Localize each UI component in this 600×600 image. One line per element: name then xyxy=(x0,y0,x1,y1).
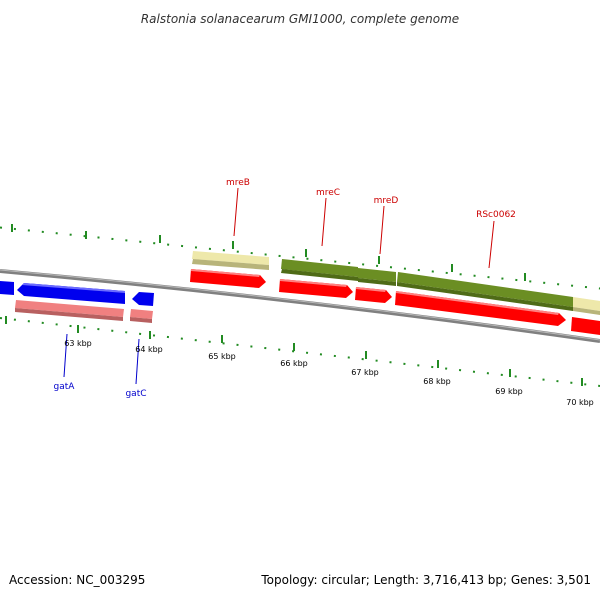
scale-label-63kbp: 63 kbp xyxy=(64,339,92,348)
cds-RSc0062-arrow[interactable] xyxy=(395,291,566,326)
reverse-feature-track xyxy=(15,300,153,323)
forward-feature-track xyxy=(192,251,600,315)
cds-gatA-arrow[interactable] xyxy=(17,283,125,304)
gene-label-mreB[interactable]: mreB xyxy=(226,178,250,188)
scale-label-68kbp: 68 kbp xyxy=(423,377,451,386)
cds-left-arrow[interactable] xyxy=(0,281,14,295)
topology-text: Topology: circular; Length: 3,716,413 bp… xyxy=(261,573,591,587)
scale-label-65kbp: 65 kbp xyxy=(208,352,236,361)
scale-label-67kbp: 67 kbp xyxy=(351,368,379,377)
forward-cds-track xyxy=(190,269,600,335)
gene-label-gatC[interactable]: gatC xyxy=(125,389,146,399)
cds-gatC-arrow[interactable] xyxy=(132,292,154,306)
cds-next-arrow[interactable] xyxy=(571,317,600,335)
accession-text: Accession: NC_003295 xyxy=(9,573,146,587)
feature-mreB-region[interactable] xyxy=(192,251,269,265)
gene-label-gatA[interactable]: gatA xyxy=(54,382,76,392)
feature-next-region[interactable] xyxy=(573,297,600,311)
scale-label-66kbp: 66 kbp xyxy=(280,359,308,368)
scale-labels: 63 kbp 64 kbp 65 kbp 66 kbp 67 kbp 68 kb… xyxy=(64,339,594,407)
gene-labels: mreB mreC mreD RSc0062 gatA gatC xyxy=(54,178,516,399)
scale-label-64kbp: 64 kbp xyxy=(135,345,163,354)
lower-scale-ticks xyxy=(0,316,600,387)
gene-label-RSc0062[interactable]: RSc0062 xyxy=(476,210,516,220)
feature-gatC-region[interactable] xyxy=(130,309,153,319)
feature-mreC-region[interactable] xyxy=(281,259,358,277)
map-title: Ralstonia solanacearum GMI1000, complete… xyxy=(141,12,459,26)
upper-scale-ticks xyxy=(0,224,600,290)
cds-mreC-arrow[interactable] xyxy=(279,279,353,298)
gene-label-leaders xyxy=(63,187,495,385)
reverse-cds-track xyxy=(0,281,154,306)
feature-RSc0062-region[interactable] xyxy=(397,272,573,307)
cds-mreB-arrow[interactable] xyxy=(190,269,266,288)
feature-mreD-region[interactable] xyxy=(358,268,396,282)
gene-label-mreD[interactable]: mreD xyxy=(374,196,399,206)
genome-backbone xyxy=(0,269,600,343)
scale-label-70kbp: 70 kbp xyxy=(566,398,594,407)
scale-label-69kbp: 69 kbp xyxy=(495,387,523,396)
feature-gatA-region[interactable] xyxy=(15,300,124,317)
gene-label-mreC[interactable]: mreC xyxy=(316,188,340,198)
